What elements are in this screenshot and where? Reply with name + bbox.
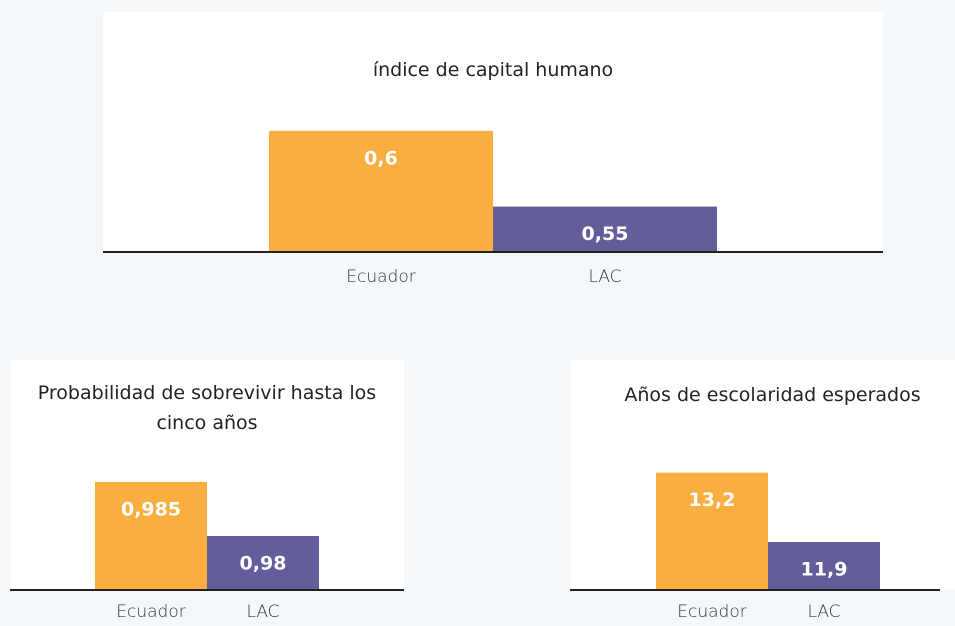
x-tick-label: Ecuador <box>677 602 746 622</box>
value-label: 11,9 <box>801 559 848 581</box>
value-label: 0,985 <box>121 499 181 521</box>
bar <box>493 206 717 252</box>
bar <box>207 536 319 590</box>
x-tick-label: LAC <box>246 602 279 622</box>
chart-title: índice de capital humano <box>372 59 614 81</box>
chart-title: Años de escolaridad esperados <box>624 384 921 406</box>
x-tick-label: Ecuador <box>346 267 415 287</box>
value-label: 0,55 <box>582 223 629 245</box>
value-label: 13,2 <box>689 489 736 511</box>
bar <box>768 542 880 590</box>
value-label: 0,98 <box>240 553 287 575</box>
x-tick-label: LAC <box>588 267 621 287</box>
x-tick-label: Ecuador <box>116 602 185 622</box>
x-tick-label: LAC <box>807 602 840 622</box>
bar <box>656 472 768 590</box>
bar <box>269 130 493 252</box>
value-label: 0,6 <box>364 147 398 169</box>
bar <box>95 482 207 590</box>
chart-title: Probabilidad de sobrevivir hasta los cin… <box>37 382 377 434</box>
